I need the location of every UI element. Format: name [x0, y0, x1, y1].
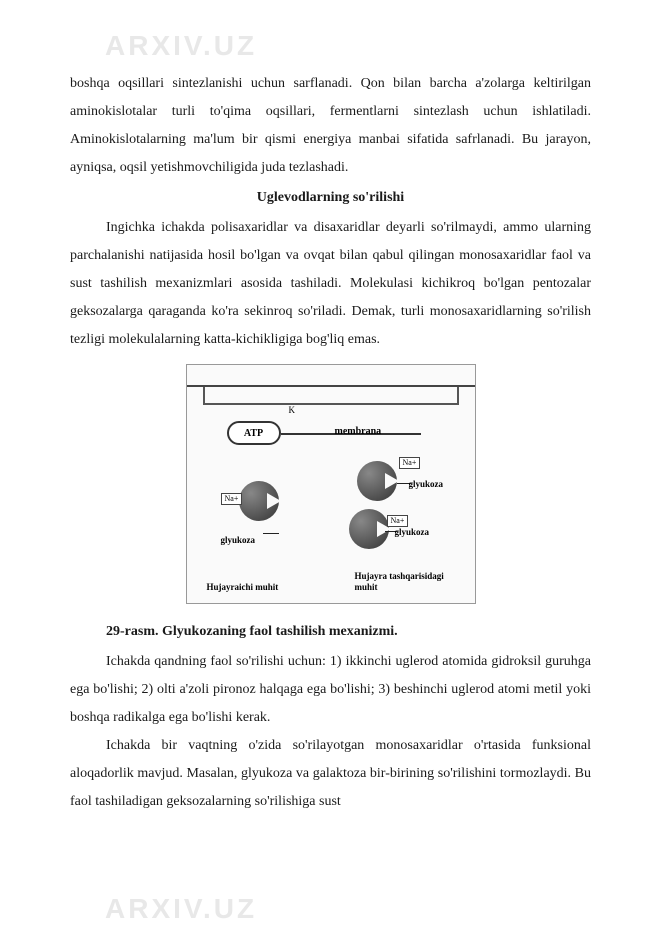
glyukoza-label-3: glyukoza: [395, 527, 430, 537]
glyukoza-label-1: glyukoza: [221, 535, 256, 545]
paragraph-2: Ingichka ichakda polisaxaridlar va disax…: [70, 214, 591, 354]
page-content: boshqa oqsillari sintezlanishi uchun sar…: [0, 0, 661, 846]
na-label-1: Na+: [221, 493, 243, 505]
paragraph-4: Ichakda bir vaqtning o'zida so'rilayotga…: [70, 732, 591, 816]
atp-label: ATP: [227, 421, 281, 445]
env-left-label: Hujayraichi muhit: [207, 582, 287, 593]
paragraph-1: boshqa oqsillari sintezlanishi uchun sar…: [70, 70, 591, 182]
gly-line-1: [263, 533, 279, 534]
watermark-bottom: ARXIV.UZ: [105, 893, 257, 925]
figure-caption: 29-rasm. Glyukozaning faol tashilish mex…: [70, 618, 591, 646]
transporter-2: [357, 461, 397, 501]
env-right-label: Hujayra tashqarisidagi muhit: [355, 571, 465, 593]
na-label-3: Na+: [387, 515, 409, 527]
paragraph-3: Ichakda qandning faol so'rilishi uchun: …: [70, 648, 591, 732]
fig-inner: [203, 387, 459, 405]
fig-border: [187, 365, 475, 387]
membrane-label: membrana: [335, 426, 382, 437]
transporter-3: [349, 509, 389, 549]
figure-diagram: ATP K membrana Na+ Na+ Na+ glyukoza glyu…: [186, 364, 476, 604]
section-title: Uglevodlarning so'rilishi: [70, 184, 591, 212]
na-label-2: Na+: [399, 457, 421, 469]
transporter-1: [239, 481, 279, 521]
glyukoza-label-2: glyukoza: [409, 479, 444, 489]
k-label: K: [289, 405, 296, 415]
